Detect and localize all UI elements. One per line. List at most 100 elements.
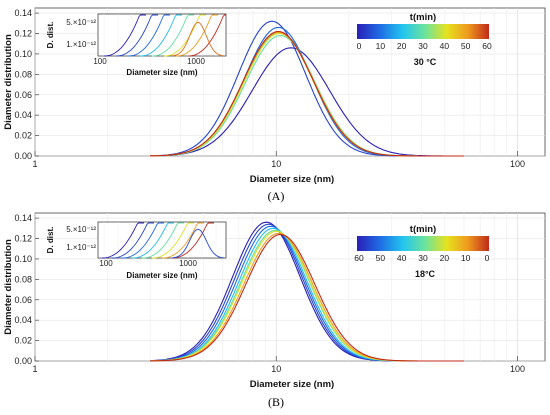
x-tick-label: 100 [510,364,525,374]
y-tick-label: 0.12 [14,29,32,39]
colorbar-tick-label: 0 [485,253,490,263]
inset-series-line [112,222,154,259]
colorbar-bar-b [357,236,489,251]
inset-series-line [142,222,184,259]
x-ticks-a: 1 10 100 [32,151,525,169]
colorbar-tick-label: 20 [397,41,407,51]
x-tick-label: 100 [510,159,525,169]
inset-ytick-b-2: 1.×10⁻¹² [66,243,96,252]
y-tick-label: 0.14 [14,8,32,18]
inset-frame-a [97,13,227,57]
inset-series-line [116,14,158,57]
colorbar-title-a: t(min) [410,12,436,23]
y-tick-label: 0.06 [14,295,32,305]
inset-series-line [152,14,194,57]
series-line-t60 [150,233,464,362]
curves-b [150,221,464,362]
y-axis-label-a: Diameter distribution [3,34,14,130]
inset-x-label-a: Diameter size (nm) [126,68,197,77]
colorbar-tick-label: 10 [376,41,386,51]
inset-y-label-b: D. dist. [46,227,55,254]
inset-frame-b [97,221,227,259]
inset-series-line [162,222,204,259]
inset-b: D. dist. 5.×10⁻¹² 1.×10⁻¹² 100 1000 Diam… [46,221,227,280]
inset-series-line [122,222,164,259]
inset-x-label-b: Diameter size (nm) [126,271,197,280]
colorbar-ticks-b: 60 50 40 30 20 10 0 [354,253,489,263]
colorbar-b: t(min) 60 50 40 30 20 10 0 18°C [354,224,489,279]
inset-series-line [172,222,214,259]
y-tick-label: 0.02 [14,336,32,346]
inset-series-line [140,14,182,57]
y-tick-label: 0.08 [14,274,32,284]
inset-xtick-b-1: 100 [99,259,113,268]
inset-curves-b [102,222,225,259]
y-axis-label-b: Diameter distribution [3,239,14,335]
panel-a: 0.000.020.040.060.080.100.120.14 1 10 100 … [3,7,546,203]
temperature-label-a: 30 °C [414,57,437,67]
inset-series-line [102,222,144,259]
inset-series-line [164,14,206,57]
inset-series-line [132,222,174,259]
x-tick-label: 1 [32,159,37,169]
colorbar-ticks-a: 0 10 20 30 40 50 60 [357,41,492,51]
x-axis-label-a: Diameter size (nm) [250,174,334,185]
y-ticks-a: 0.00 0.02 0.04 0.06 0.08 0.10 0.12 0.14 [14,8,39,161]
colorbar-bar-a [357,24,489,39]
inset-ytick-b-1: 5.×10⁻¹² [66,225,96,234]
y-tick-label: 0.02 [14,131,32,141]
series-line-t0 [150,47,464,157]
panel-b: 0.000.020.040.060.080.100.120.14 1 10 100 … [3,212,546,409]
y-tick-label: 0.10 [14,49,32,59]
inset-ytick-a-2: 1.×10⁻¹² [66,40,96,49]
y-tick-label: 0.12 [14,234,32,244]
panel-label-b: (B) [268,395,284,409]
colorbar-tick-label: 10 [461,253,471,263]
inset-series-line [176,14,218,57]
y-tick-label: 0.08 [14,69,32,79]
colorbar-tick-label: 50 [376,253,386,263]
colorbar-title-b: t(min) [410,224,436,235]
y-tick-label: 0.10 [14,254,32,264]
colorbar-tick-label: 40 [440,41,450,51]
inset-xtick-a-1: 100 [93,57,107,66]
inset-a: D. dist. 5.×10⁻¹² 1.×10⁻¹² 100 1000 Diam… [46,13,227,77]
colorbar-a: t(min) 0 10 20 30 40 50 60 30 °C [357,12,492,67]
y-tick-label: 0.06 [14,90,32,100]
colorbar-tick-label: 30 [418,253,428,263]
y-tick-label: 0.04 [14,110,32,120]
colorbar-tick-label: 60 [482,41,492,51]
inset-peak-line [171,228,225,259]
inset-peak-line [171,21,225,57]
y-ticks-b: 0.00 0.02 0.04 0.06 0.08 0.10 0.12 0.14 [14,213,39,366]
inset-xtick-b-2: 1000 [179,259,197,268]
colorbar-tick-label: 20 [440,253,450,263]
inset-xtick-a-2: 1000 [187,57,205,66]
x-tick-label: 10 [271,159,281,169]
temperature-label-b: 18°C [415,269,436,279]
x-axis-label-b: Diameter size (nm) [250,379,334,390]
inset-ytick-a-1: 5.×10⁻¹² [66,18,96,27]
curves-a [150,20,464,157]
x-ticks-b: 1 10 100 [32,356,525,374]
series-line-t60 [150,30,464,157]
y-tick-label: 0.04 [14,315,32,325]
inset-series-line [152,222,194,259]
colorbar-tick-label: 0 [357,41,362,51]
colorbar-tick-label: 30 [418,41,428,51]
colorbar-tick-label: 50 [461,41,471,51]
x-tick-label: 10 [271,364,281,374]
x-tick-label: 1 [32,364,37,374]
colorbar-tick-label: 40 [397,253,407,263]
y-tick-label: 0.14 [14,213,32,223]
y-tick-label: 0.00 [14,151,32,161]
inset-curves-a [103,14,226,57]
panel-label-a: (A) [268,189,285,203]
inset-series-line [128,14,170,57]
inset-series-line [188,14,226,57]
inset-y-label-a: D. dist. [46,22,55,49]
y-tick-label: 0.00 [14,356,32,366]
colorbar-tick-label: 60 [354,253,364,263]
inset-series-line [104,14,146,57]
